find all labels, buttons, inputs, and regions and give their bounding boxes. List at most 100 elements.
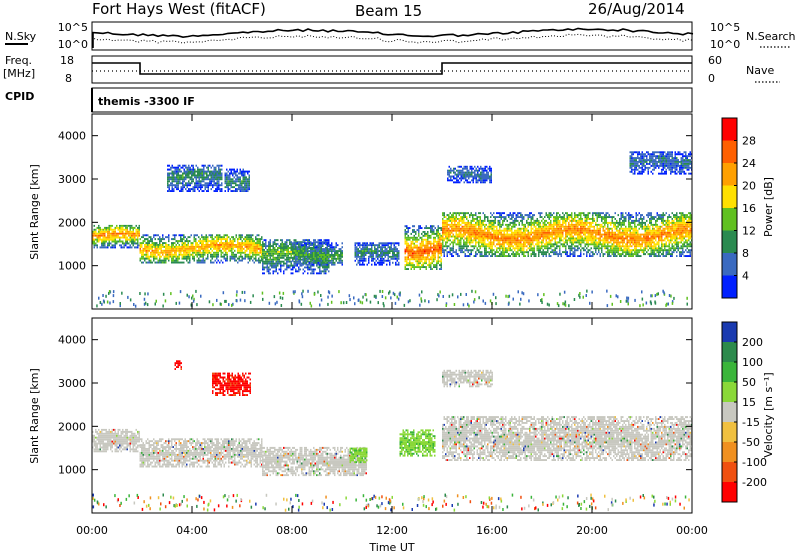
scatter-cell (449, 253, 451, 256)
scatter-cell (559, 241, 561, 244)
scatter-cell (255, 251, 257, 254)
scatter-cell (467, 227, 469, 230)
scatter-cell (485, 233, 487, 236)
scatter-cell (556, 214, 558, 217)
scatter-cell (404, 248, 406, 251)
scatter-cell (206, 170, 208, 173)
scatter-cell (572, 239, 574, 242)
scatter-cell (412, 262, 414, 265)
scatter-cell (372, 259, 374, 262)
scatter-cell (424, 244, 426, 247)
scatter-cell (198, 174, 200, 177)
scatter-cell (583, 225, 585, 228)
scatter-cell (174, 245, 176, 248)
scatter-cell (237, 238, 239, 241)
scatter-cell (586, 253, 588, 256)
scatter-cell (302, 257, 304, 260)
scatter-cell (469, 225, 471, 228)
scatter-cell (523, 233, 525, 236)
scatter-cell (217, 245, 219, 248)
scatter-cell (421, 260, 423, 263)
scatter-cell (407, 227, 409, 229)
scatter-cell (557, 253, 559, 256)
scatter-cell (202, 261, 204, 264)
scatter-cell (308, 254, 310, 256)
scatter-cell (416, 250, 418, 253)
scatter-cell (326, 242, 328, 245)
scatter-cell (436, 229, 438, 231)
scatter-cell (160, 247, 162, 250)
scatter-cell (129, 246, 131, 249)
scatter-cell (235, 178, 237, 181)
scatter-cell (175, 244, 177, 246)
scatter-cell (256, 253, 258, 256)
scatter-cell (469, 223, 471, 226)
scatter-cell (479, 221, 481, 224)
scatter-cell (184, 245, 186, 248)
scatter-cell (463, 251, 465, 254)
scatter-cell (409, 254, 411, 257)
scatter-cell (199, 259, 201, 262)
scatter-cell (296, 242, 298, 245)
scatter-cell (422, 248, 424, 251)
scatter-cell (578, 255, 580, 257)
scatter-cell (424, 248, 426, 251)
scatter-cell (547, 245, 549, 248)
scatter-cell (571, 216, 573, 218)
scatter-cell (170, 172, 172, 175)
scatter-cell (410, 244, 412, 247)
scatter-cell (129, 232, 131, 235)
scatter-cell (262, 266, 264, 269)
scatter-cell (514, 221, 516, 224)
scatter-cell (440, 268, 442, 270)
scatter-cell (307, 242, 309, 245)
scatter-cell (304, 245, 306, 247)
scatter-cell (335, 257, 337, 260)
scatter-cell (258, 242, 260, 244)
scatter-cell (190, 242, 192, 244)
scatter-cell (529, 243, 531, 246)
scatter-cell (328, 257, 330, 260)
scatter-cell (560, 229, 562, 232)
scatter-cell (226, 178, 228, 181)
scatter-cell (556, 233, 558, 236)
scatter-cell (232, 182, 234, 185)
scatter-cell (304, 250, 306, 252)
scatter-cell (472, 229, 474, 232)
scatter-cell (571, 235, 573, 238)
scatter-cell (563, 225, 565, 228)
scatter-cell (178, 240, 180, 243)
scatter-cell (203, 176, 205, 179)
scatter-cell (542, 245, 544, 248)
scatter-cell (186, 244, 188, 246)
scatter-cell (162, 249, 164, 252)
scatter-cell (571, 245, 573, 248)
scatter-cell (274, 239, 276, 242)
scatter-cell (550, 227, 552, 230)
scatter-cell (256, 249, 258, 252)
scatter-cell (268, 268, 270, 271)
scatter-cell (268, 252, 270, 255)
scatter-cell (168, 255, 170, 258)
scatter-cell (259, 249, 261, 252)
scatter-cell (120, 226, 122, 229)
scatter-cell (469, 231, 471, 234)
scatter-cell (384, 242, 386, 245)
scatter-cell (365, 259, 367, 262)
scatter-cell (150, 255, 152, 258)
scatter-cell (104, 226, 106, 229)
scatter-cell (406, 262, 408, 265)
scatter-cell (323, 268, 325, 271)
scatter-cell (168, 247, 170, 250)
scatter-cell (389, 261, 391, 264)
scatter-cell (168, 180, 170, 183)
scatter-cell (154, 257, 156, 260)
scatter-cell (547, 251, 549, 254)
scatter-cell (455, 233, 457, 236)
scatter-cell (268, 258, 270, 261)
scatter-cell (239, 178, 241, 181)
scatter-cell (493, 225, 495, 228)
scatter-cell (553, 229, 555, 232)
scatter-cell (272, 262, 274, 265)
scatter-cell (151, 251, 153, 254)
